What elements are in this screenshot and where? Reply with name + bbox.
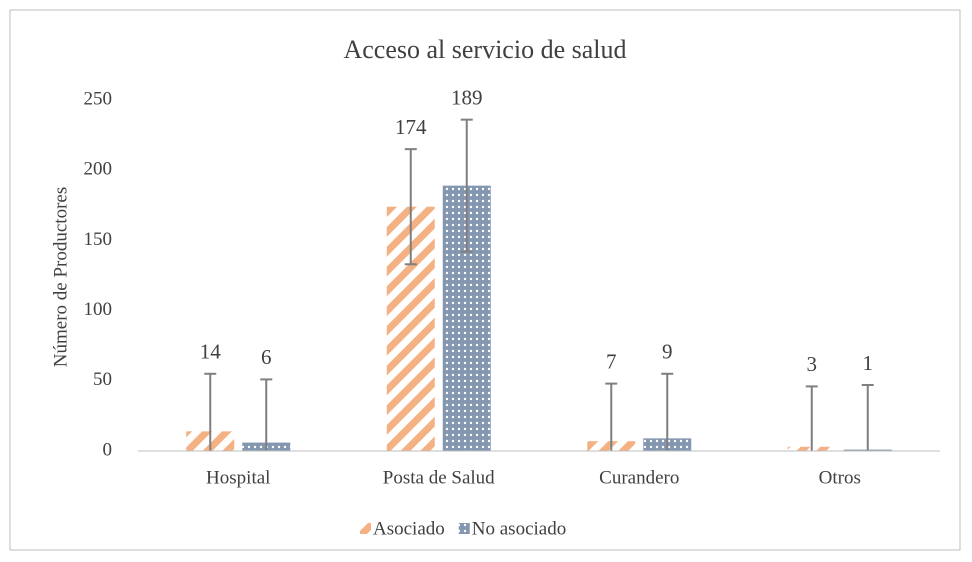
x-tick-label: Curandero	[599, 467, 679, 488]
legend-label: No asociado	[472, 518, 566, 539]
value-label: 9	[662, 340, 673, 364]
y-tick-label: 50	[93, 369, 112, 390]
y-tick-label: 0	[103, 439, 113, 460]
value-label: 7	[606, 349, 617, 373]
error-bar	[260, 378, 273, 451]
chart-title: Acceso al servicio de salud	[343, 35, 626, 64]
plot	[186, 118, 892, 451]
legend-swatch	[360, 523, 371, 534]
error-bar	[861, 384, 874, 451]
value-label: 1	[863, 351, 874, 375]
legend-swatch	[458, 523, 470, 534]
x-tick-label: Posta de Salud	[383, 467, 495, 488]
y-tick-label: 150	[84, 229, 113, 250]
y-axis-label: Número de Productores	[50, 187, 71, 367]
error-bar	[605, 382, 618, 451]
value-label: 3	[807, 352, 818, 376]
error-bar	[460, 118, 473, 253]
y-tick-label: 250	[84, 88, 113, 109]
error-bar	[204, 372, 217, 451]
legend-label: Asociado	[373, 518, 445, 539]
value-label: 174	[395, 115, 427, 139]
value-label: 14	[200, 340, 222, 364]
error-bar	[661, 372, 674, 451]
x-tick-label: Hospital	[206, 467, 270, 488]
value-label: 189	[451, 85, 483, 109]
y-tick-label: 100	[84, 299, 113, 320]
error-bar	[805, 385, 818, 451]
y-tick-label: 200	[84, 159, 113, 180]
value-label: 6	[261, 345, 272, 369]
x-tick-label: Otros	[819, 467, 861, 488]
error-bar	[404, 148, 417, 266]
